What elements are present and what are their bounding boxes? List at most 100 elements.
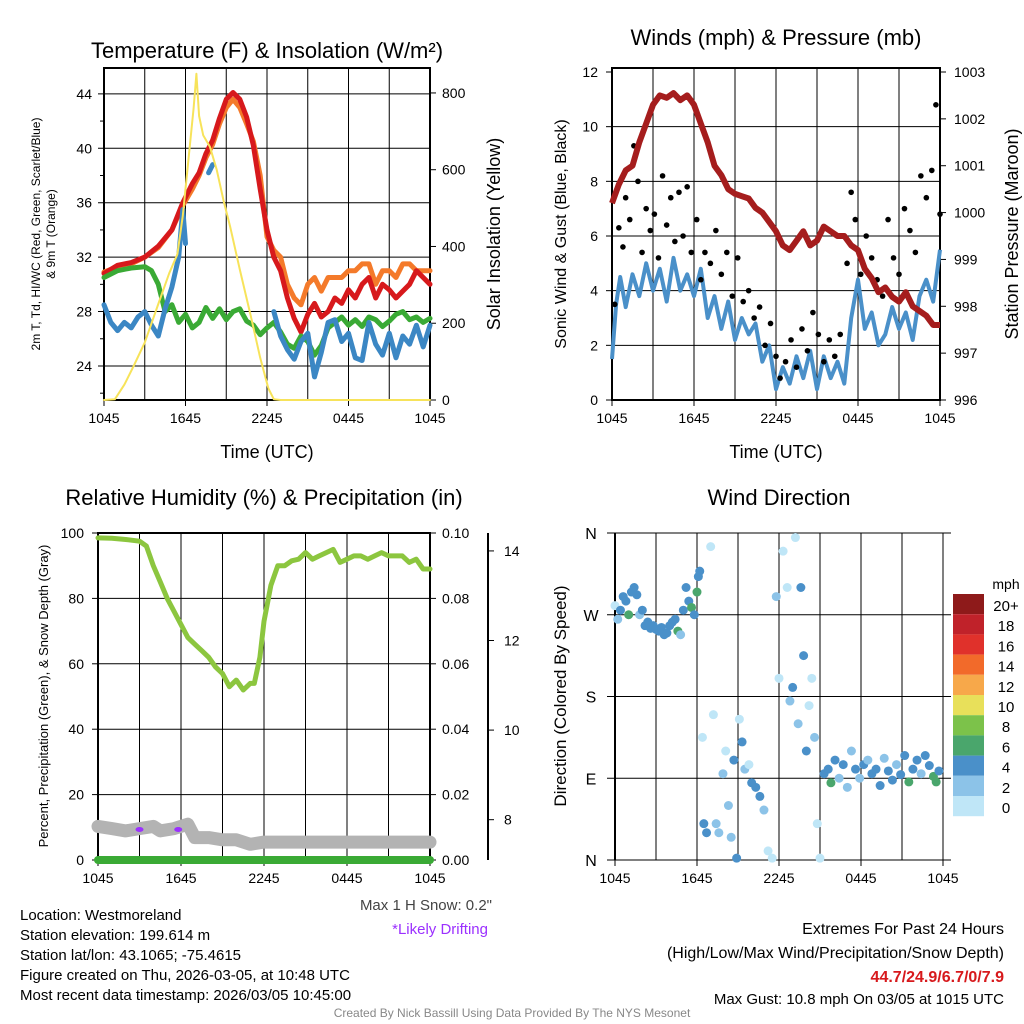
gust-point: [762, 342, 768, 349]
legend-label: 12: [998, 679, 1015, 696]
gust-point: [620, 244, 626, 250]
wind-direction-point: [807, 673, 817, 683]
x-tick-label: 1045: [599, 870, 630, 886]
wind-direction-point: [904, 777, 914, 787]
gust-point: [688, 249, 695, 256]
wind-direction-point: [892, 760, 902, 770]
wind-direction-point: [702, 828, 712, 838]
wind-direction-point: [896, 770, 906, 780]
x-tick-label: 1045: [88, 410, 119, 426]
wind-direction-point: [924, 761, 934, 771]
gust-point: [740, 298, 746, 305]
y2-tick-label: 0.02: [442, 787, 469, 803]
y-tick-label: 32: [76, 249, 92, 265]
y-axis-label: Percent, Precipitation (Green), & Snow D…: [36, 545, 51, 848]
wind-direction-point: [855, 773, 865, 783]
wind-direction-point: [790, 533, 800, 543]
gust-point: [777, 375, 783, 381]
gust-point: [672, 238, 678, 245]
x-tick-label: 1045: [596, 410, 627, 426]
gust-point: [663, 222, 670, 228]
legend-label: 18: [998, 618, 1015, 635]
x-tick-label: 0445: [842, 410, 873, 426]
wind-direction-point: [912, 755, 922, 765]
wind-direction-point: [695, 566, 705, 576]
gust-point: [659, 173, 666, 179]
y-tick-label: 60: [68, 656, 84, 672]
y-tick-label: 20: [68, 787, 84, 803]
gust-point: [751, 315, 757, 321]
extremes-values: 44.7/24.9/6.7/0/7.9: [870, 969, 1004, 986]
gust-point: [698, 276, 704, 283]
wind-direction-point: [613, 614, 623, 624]
gust-point: [693, 216, 700, 223]
station-info: Location: Westmoreland Station elevation…: [20, 906, 351, 1006]
wind-direction-point: [799, 651, 809, 661]
legend-swatch: [953, 654, 984, 675]
gust-point: [848, 189, 854, 196]
wind-direction-point: [624, 610, 634, 620]
y2-tick-label: 0.10: [442, 525, 469, 541]
wind-direction-point: [834, 773, 844, 783]
legend-label: 16: [998, 638, 1015, 655]
x-tick-label: 1645: [170, 410, 201, 426]
y-axis-label-2: & 9m T (Orange): [44, 189, 58, 279]
wind-direction-point: [706, 542, 716, 552]
gust-point: [890, 255, 897, 261]
y3-tick-label: 10: [504, 722, 520, 738]
wind-direction-point: [934, 766, 944, 776]
credit: Created By Nick Bassill Using Data Provi…: [333, 1006, 691, 1020]
series-rh: [95, 535, 433, 693]
location: Location: Westmoreland: [20, 907, 182, 924]
y2-tick-label: 0: [442, 392, 450, 408]
legend-swatch: [953, 775, 984, 796]
chart-title: Wind Direction: [707, 485, 850, 510]
wind-direction-point: [778, 546, 788, 556]
wind-direction-point: [916, 769, 926, 779]
x-tick-label: 0445: [333, 410, 364, 426]
wind-direction-point: [863, 755, 873, 765]
chart-title: Temperature (F) & Insolation (W/m²): [91, 38, 443, 63]
snow-note: Max 1 H Snow: 0.2": [359, 897, 492, 914]
gust-point: [729, 293, 736, 299]
legend-label: 2: [1002, 780, 1010, 797]
x-tick-label: 2245: [248, 870, 279, 886]
wind-direction-point: [732, 853, 742, 863]
wind-direction-point: [723, 801, 733, 810]
wind-direction-point: [767, 853, 777, 863]
x-tick-label: 1045: [414, 410, 445, 426]
gust-point: [923, 194, 930, 201]
wind-direction-point: [900, 751, 910, 761]
x-tick-label: 1645: [681, 870, 712, 886]
wind-direction-point: [879, 753, 889, 763]
legend-label: 8: [1002, 719, 1010, 736]
max-gust: Max Gust: 10.8 mph On 03/05 at 1015 UTC: [713, 991, 1004, 1008]
wind-direction-point: [711, 819, 721, 829]
gust-point: [655, 255, 662, 261]
wind-direction-point: [796, 583, 806, 592]
gust-point: [647, 227, 654, 234]
wind-direction-point: [793, 719, 803, 729]
gust-point: [667, 194, 674, 201]
x-tick-label: 1645: [678, 410, 709, 426]
wind-direction-point: [697, 732, 707, 742]
legend-swatch: [953, 695, 984, 716]
gust-point: [622, 194, 629, 201]
wind-direction-point: [755, 791, 765, 801]
gust-point: [929, 167, 935, 174]
wind-direction-point: [714, 828, 724, 838]
y2-tick-label: 0.00: [442, 852, 469, 868]
x-tick-label: 2245: [760, 410, 791, 426]
wind-direction-point: [629, 583, 639, 592]
legend-swatch: [953, 755, 984, 776]
gust-point: [901, 205, 908, 212]
gust-point: [724, 249, 730, 256]
gust-point: [643, 205, 649, 212]
y-tick-label: 10: [582, 119, 598, 135]
wind-direction-point: [699, 819, 709, 829]
y3-tick-label: 8: [504, 812, 512, 828]
wind-direction-point: [920, 751, 930, 761]
legend-label: 20+: [993, 598, 1019, 615]
wind-direction-point: [815, 853, 825, 863]
